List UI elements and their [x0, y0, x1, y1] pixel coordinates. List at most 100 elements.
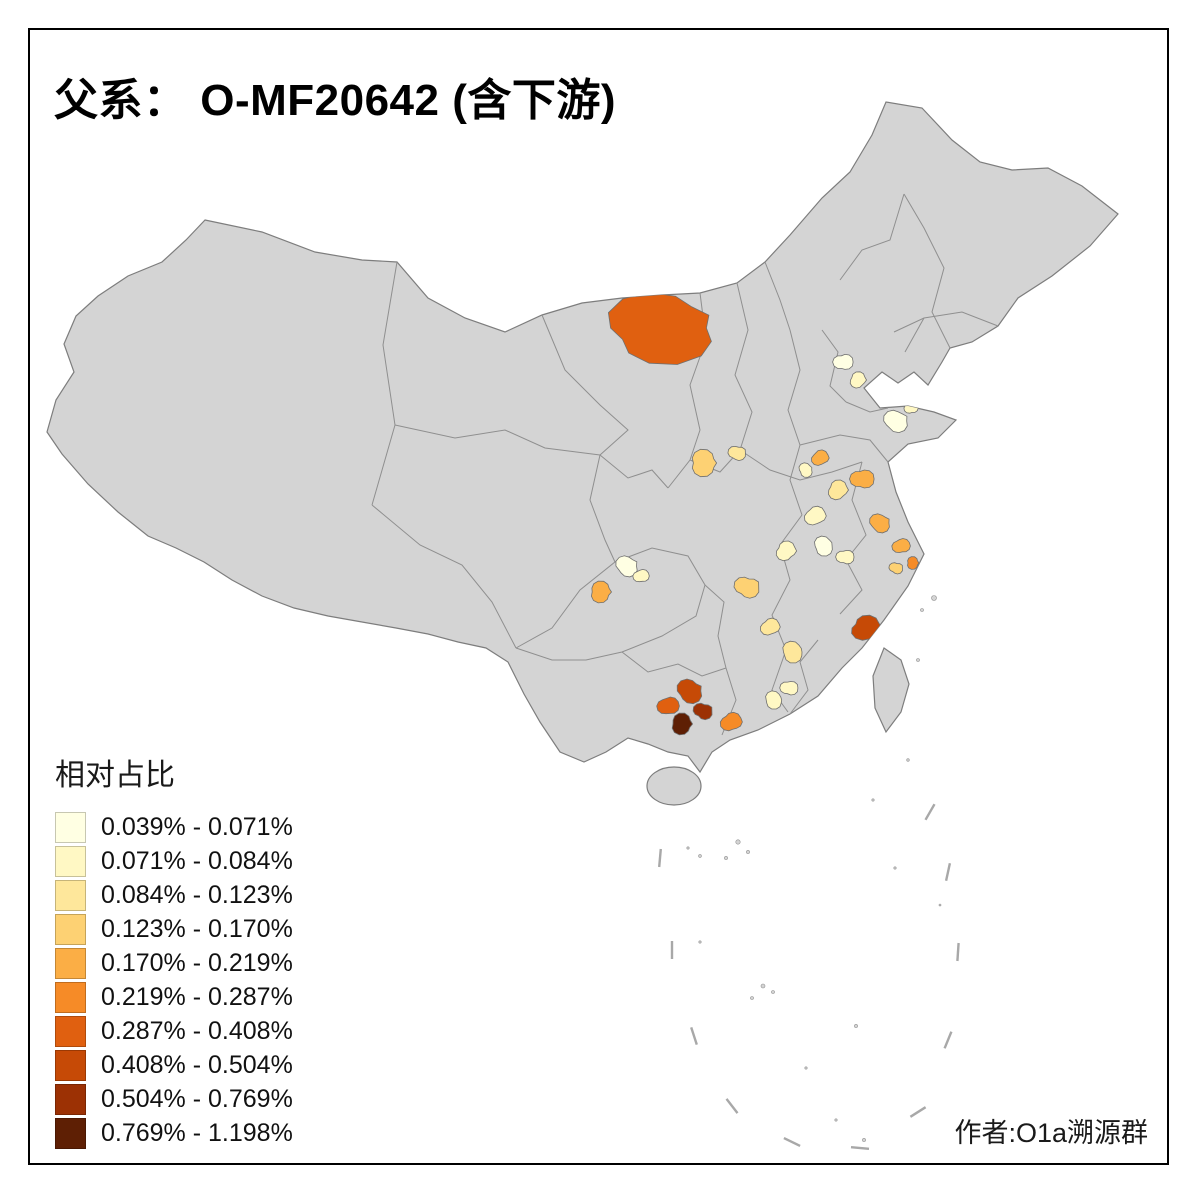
map-region [765, 690, 783, 710]
legend-swatch [55, 845, 86, 877]
map-region [907, 556, 920, 570]
island-speck [916, 658, 920, 662]
dash-segment [725, 1098, 739, 1114]
map-region [849, 469, 875, 489]
island-speck [746, 850, 750, 854]
map-region [733, 576, 760, 599]
dash-segment [924, 803, 936, 821]
map-region [692, 702, 713, 721]
legend-swatch [55, 811, 86, 843]
author-credit: 作者:O1a溯源群 [954, 1118, 1148, 1148]
map-region [869, 513, 890, 534]
legend-label: 0.219% - 0.287% [101, 982, 293, 1011]
island-speck [893, 866, 897, 870]
island-speck [871, 798, 875, 802]
map-region [719, 711, 743, 732]
dash-segment [658, 848, 662, 868]
legend-row: 0.504% - 0.769% [55, 1082, 293, 1116]
legend-swatch [55, 879, 86, 911]
legend-label: 0.039% - 0.071% [101, 812, 293, 841]
legend-row: 0.071% - 0.084% [55, 844, 293, 878]
legend-swatch [55, 1015, 86, 1047]
island-speck [862, 1138, 866, 1142]
map-region [827, 479, 849, 501]
map-region [811, 449, 830, 466]
island-speck [834, 1118, 838, 1122]
legend-label: 0.071% - 0.084% [101, 846, 293, 875]
map-region [759, 617, 781, 636]
map-region [632, 568, 650, 583]
map-region [590, 580, 613, 604]
island-speck [760, 983, 766, 989]
island-speck [698, 854, 702, 858]
legend-swatch [55, 947, 86, 979]
legend-items: 0.039% - 0.071% 0.071% - 0.084% 0.084% - 0… [55, 810, 293, 1150]
legend-row: 0.084% - 0.123% [55, 878, 293, 912]
dash-segment [850, 1146, 870, 1150]
map-region [888, 562, 903, 575]
map-region [832, 353, 854, 370]
legend-swatch [55, 1049, 86, 1081]
legend-label: 0.287% - 0.408% [101, 1016, 293, 1045]
mainland-outline [46, 101, 1119, 774]
province-borders [371, 193, 999, 736]
map-region [798, 462, 813, 478]
legend-label: 0.123% - 0.170% [101, 914, 293, 943]
map-region [779, 681, 799, 696]
legend-row: 0.039% - 0.071% [55, 810, 293, 844]
map-region [607, 292, 712, 365]
legend-row: 0.219% - 0.287% [55, 980, 293, 1014]
sea-islands [686, 595, 942, 1142]
taiwan-island [872, 647, 910, 734]
island-speck [750, 996, 754, 1000]
island-speck [938, 903, 942, 907]
island-speck [931, 595, 937, 601]
legend-swatch [55, 913, 86, 945]
legend-label: 0.504% - 0.769% [101, 1084, 293, 1113]
island-speck [735, 839, 741, 845]
legend-swatch [55, 1117, 86, 1149]
map-region [883, 409, 908, 434]
dash-segment [909, 1106, 927, 1118]
island-speck [854, 1024, 858, 1028]
map-region [849, 371, 867, 389]
legend-row: 0.769% - 1.198% [55, 1116, 293, 1150]
map-region [835, 549, 855, 565]
legend-label: 0.769% - 1.198% [101, 1118, 293, 1147]
map-region [727, 445, 746, 462]
legend: 相对占比 0.039% - 0.071% 0.071% - 0.084% 0.084… [55, 750, 293, 1150]
dash-segment [944, 862, 952, 882]
map-region [804, 505, 827, 526]
highlighted-regions [590, 292, 920, 736]
dash-segment [943, 1031, 953, 1049]
island-speck [771, 990, 775, 994]
legend-row: 0.170% - 0.219% [55, 946, 293, 980]
map-region [775, 540, 798, 562]
map-region [676, 678, 703, 705]
dash-segment [783, 1137, 801, 1147]
legend-title: 相对占比 [55, 759, 175, 792]
map-region [671, 712, 694, 736]
legend-label: 0.084% - 0.123% [101, 880, 293, 909]
map-region [656, 696, 680, 715]
map-region [782, 640, 803, 664]
legend-row: 0.287% - 0.408% [55, 1014, 293, 1048]
island-speck [724, 856, 728, 860]
island-speck [906, 758, 910, 762]
hainan-island [646, 766, 702, 806]
dash-segment [690, 1027, 698, 1045]
legend-swatch [55, 1083, 86, 1115]
island-speck [804, 1066, 808, 1070]
island-speck [686, 846, 690, 850]
page-title: 父系： O-MF20642 (含下游) [54, 76, 617, 125]
legend-swatch [55, 981, 86, 1013]
island-speck [920, 608, 924, 612]
island-speck [698, 940, 702, 944]
dash-segment [956, 942, 960, 962]
nine-dash-line [658, 803, 960, 1150]
legend-row: 0.408% - 0.504% [55, 1048, 293, 1082]
map-region [891, 538, 911, 554]
map-region [814, 535, 833, 557]
map-region [691, 448, 718, 478]
